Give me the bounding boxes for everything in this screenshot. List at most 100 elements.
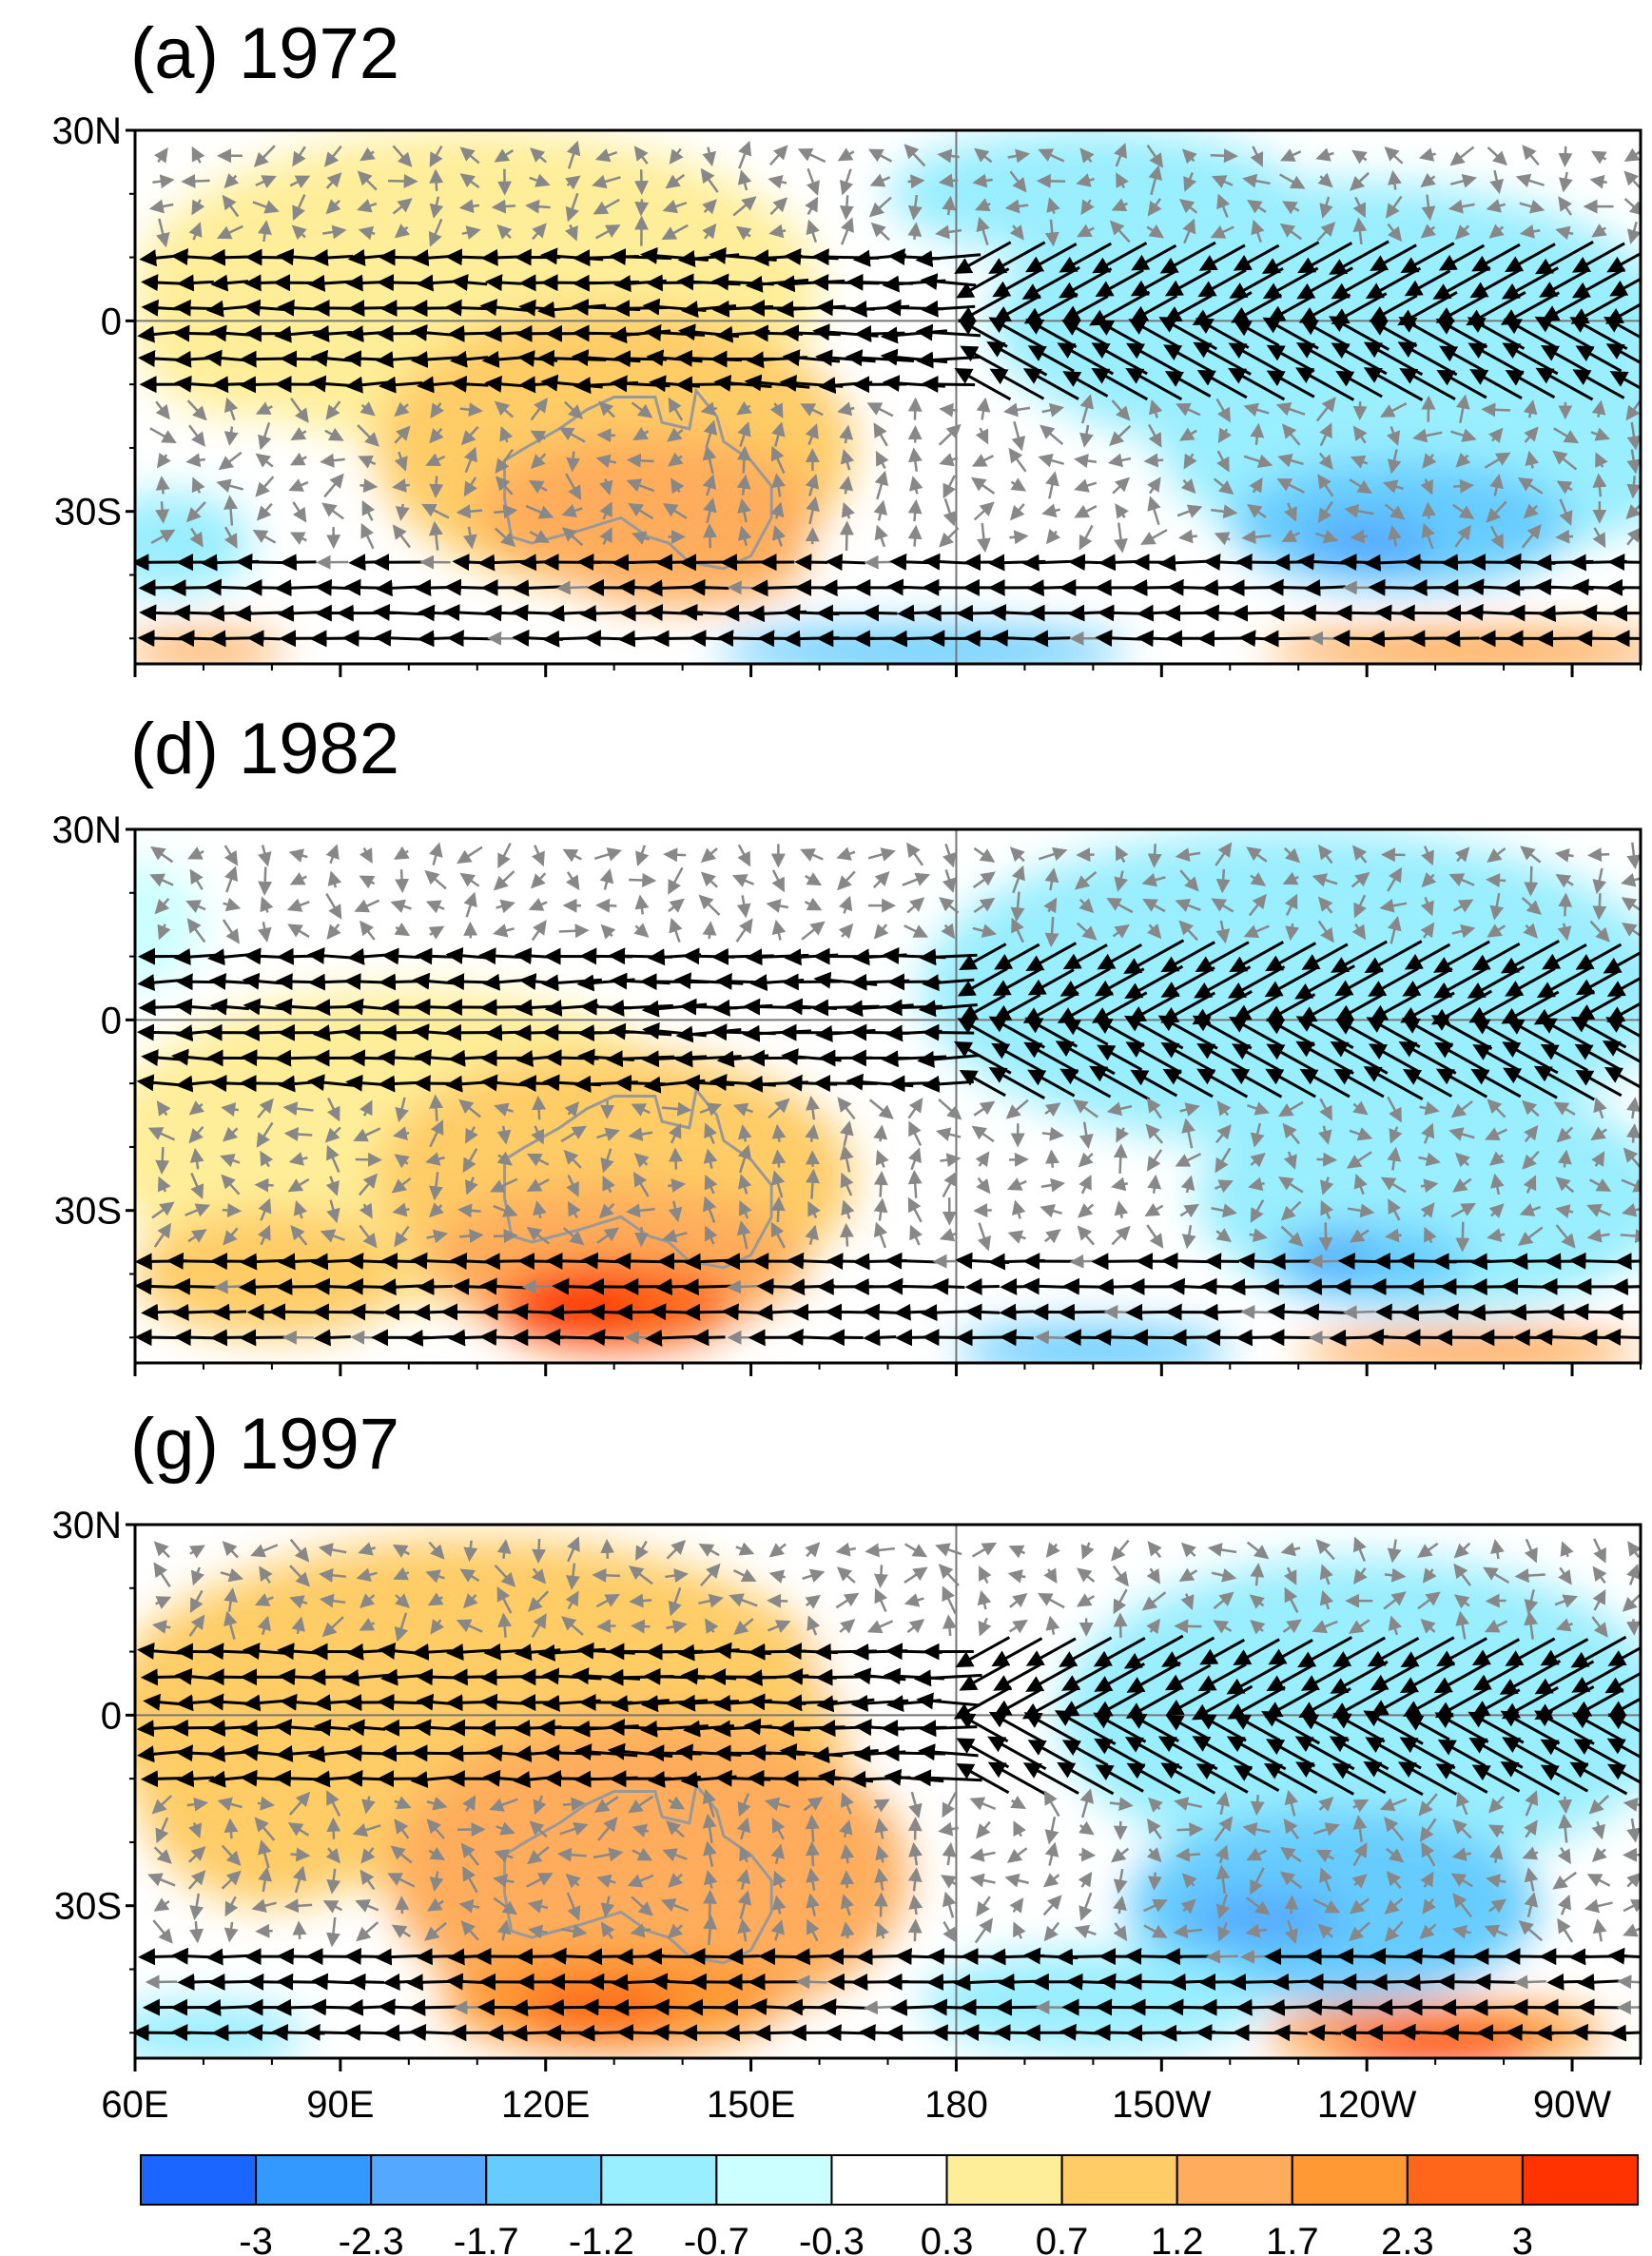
wind-arrow bbox=[1595, 452, 1608, 468]
wind-arrow bbox=[276, 604, 320, 622]
wind-arrow bbox=[1295, 367, 1355, 401]
wind-arrow bbox=[564, 224, 578, 242]
wind-arrow bbox=[312, 299, 352, 317]
wind-arrow bbox=[289, 452, 307, 466]
wind-arrow bbox=[1559, 171, 1573, 193]
wind-arrow bbox=[210, 274, 249, 292]
wind-arrow bbox=[1079, 394, 1094, 424]
wind-arrow bbox=[1608, 2024, 1641, 2042]
wind-arrow bbox=[1111, 198, 1128, 212]
wind-arrow bbox=[177, 630, 214, 648]
wind-arrow bbox=[1471, 243, 1521, 272]
wind-arrow bbox=[1470, 1998, 1521, 2016]
wind-arrow bbox=[395, 869, 410, 894]
wind-arrow bbox=[1571, 242, 1625, 273]
wind-arrow bbox=[358, 225, 376, 241]
wind-arrow bbox=[1164, 269, 1212, 297]
wind-arrow bbox=[915, 323, 981, 341]
colorbar-swatch bbox=[485, 2154, 603, 2206]
wind-arrow bbox=[155, 1147, 170, 1175]
wind-arrow bbox=[1044, 219, 1059, 247]
wind-arrow bbox=[1243, 402, 1270, 417]
wind-arrow bbox=[768, 224, 787, 239]
wind-arrow bbox=[1303, 579, 1346, 597]
wind-arrow bbox=[181, 173, 210, 188]
wind-arrow bbox=[1524, 865, 1539, 897]
wind-arrow bbox=[864, 554, 896, 570]
wind-arrow bbox=[495, 448, 515, 475]
wind-arrow bbox=[312, 1277, 352, 1295]
wind-arrow bbox=[1125, 342, 1182, 376]
wind-arrow bbox=[1007, 148, 1031, 164]
wind-arrow bbox=[1421, 194, 1436, 222]
wind-arrow bbox=[310, 248, 354, 266]
wind-arrow bbox=[1147, 1872, 1162, 1891]
wind-arrow bbox=[1485, 1593, 1506, 1608]
wind-arrow bbox=[1261, 241, 1320, 274]
wind-arrow bbox=[736, 445, 751, 474]
wind-arrow bbox=[1076, 173, 1095, 187]
wind-arrow bbox=[1040, 424, 1064, 445]
wind-arrow bbox=[1539, 268, 1590, 298]
wind-arrow bbox=[1484, 452, 1511, 469]
wind-arrow bbox=[593, 198, 620, 215]
anomaly-contour bbox=[1181, 1893, 1347, 1944]
wind-arrow bbox=[1337, 1253, 1380, 1271]
wind-arrow bbox=[290, 426, 307, 441]
wind-arrow bbox=[595, 898, 617, 913]
wind-arrow bbox=[1284, 1895, 1299, 1915]
wind-arrow bbox=[703, 419, 718, 449]
wind-arrow bbox=[588, 1329, 624, 1347]
x-tick-label: 120W bbox=[1317, 2084, 1417, 2126]
wind-arrow bbox=[791, 1303, 831, 1321]
wind-arrow bbox=[1369, 294, 1418, 322]
wind-arrow bbox=[280, 350, 317, 368]
wind-arrow bbox=[1319, 422, 1332, 447]
wind-arrow bbox=[839, 195, 854, 221]
wind-arrow bbox=[429, 1094, 444, 1121]
wind-arrow bbox=[1045, 1149, 1059, 1168]
wind-arrow bbox=[243, 947, 284, 965]
wind-arrow bbox=[392, 477, 410, 493]
wind-arrow bbox=[347, 300, 386, 318]
wind-arrow bbox=[999, 1329, 1034, 1347]
wind-arrow bbox=[552, 1277, 592, 1295]
wind-arrow bbox=[1266, 370, 1315, 399]
wind-arrow bbox=[255, 453, 274, 468]
x-tick-label: 90W bbox=[1533, 2084, 1611, 2126]
wind-arrow bbox=[291, 224, 307, 241]
wind-arrow bbox=[840, 449, 855, 471]
wind-arrow bbox=[1626, 1619, 1641, 1636]
wind-arrow bbox=[499, 425, 514, 443]
colorbar-swatch bbox=[600, 2154, 718, 2206]
wind-arrow bbox=[1107, 453, 1132, 468]
wind-arrow bbox=[1450, 428, 1477, 442]
wind-arrow bbox=[1342, 1305, 1375, 1320]
wind-arrow bbox=[1388, 169, 1402, 190]
colorbar-label: -2.3 bbox=[339, 2221, 404, 2256]
wind-arrow bbox=[1626, 421, 1641, 451]
wind-arrow bbox=[1178, 427, 1197, 441]
wind-arrow bbox=[1407, 1278, 1448, 1295]
wind-arrow bbox=[558, 924, 590, 939]
wind-arrow bbox=[185, 453, 205, 468]
wind-arrow bbox=[1095, 629, 1144, 647]
wind-arrow bbox=[907, 447, 923, 472]
wind-arrow bbox=[750, 579, 804, 597]
wind-arrow bbox=[140, 1770, 182, 1788]
wind-arrow bbox=[459, 146, 480, 165]
anomaly-contour bbox=[887, 130, 1299, 258]
wind-arrow bbox=[669, 147, 684, 165]
wind-arrow bbox=[1469, 369, 1523, 399]
y-tick-label: 0 bbox=[101, 1695, 122, 1737]
wind-arrow bbox=[667, 427, 684, 442]
colorbar-swatch bbox=[945, 2154, 1063, 2206]
wind-arrow bbox=[1352, 217, 1368, 244]
wind-arrow bbox=[992, 294, 1041, 322]
wind-arrow bbox=[191, 146, 205, 164]
wind-arrow bbox=[1317, 172, 1333, 188]
wind-arrow bbox=[290, 1847, 311, 1862]
wind-arrow bbox=[1603, 317, 1641, 340]
wind-arrow bbox=[1386, 195, 1403, 219]
